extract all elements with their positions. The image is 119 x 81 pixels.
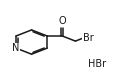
Text: N: N bbox=[12, 43, 20, 53]
Text: HBr: HBr bbox=[88, 59, 106, 69]
Text: O: O bbox=[59, 16, 66, 26]
Text: Br: Br bbox=[82, 33, 93, 43]
